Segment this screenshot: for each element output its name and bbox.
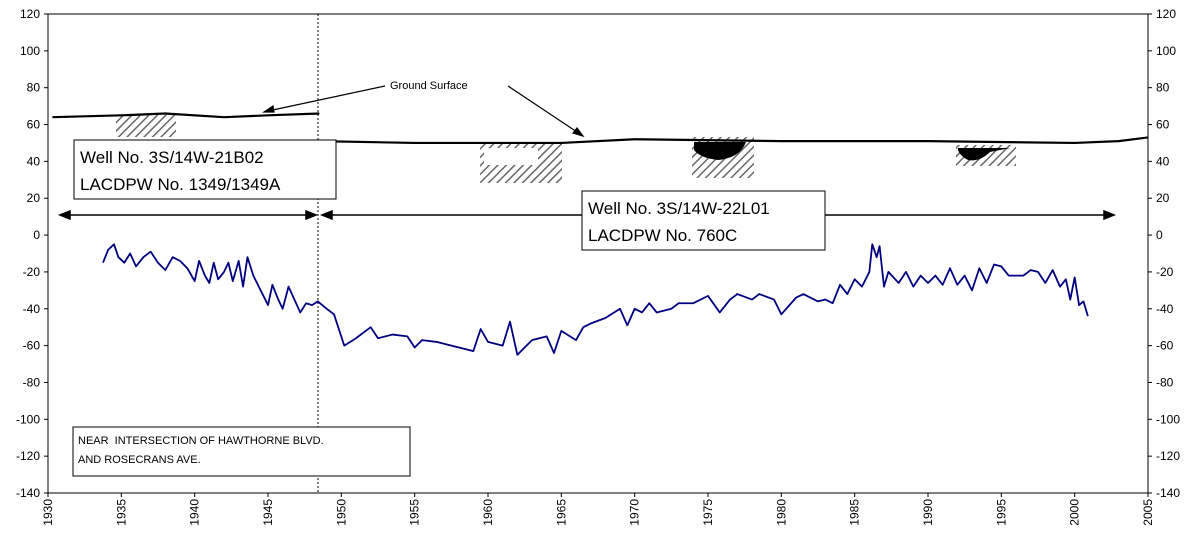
series-line [319, 136, 1149, 145]
annotation: Well No. 3S/14W-21B02 [80, 148, 264, 167]
y2-tick-label: -100 [1156, 412, 1180, 426]
x-tick-label: 1965 [554, 499, 568, 526]
y2-tick-label: 60 [1156, 118, 1170, 132]
y2-tick-label: -140 [1156, 486, 1180, 500]
x-tick-label: 1940 [188, 499, 202, 526]
y2-tick-label: 0 [1156, 228, 1163, 242]
note-box [72, 426, 411, 477]
x-tick-label: 1930 [41, 499, 55, 526]
y-tick-label: 120 [20, 7, 40, 21]
hatched-interval [116, 115, 176, 137]
y-tick-label: -20 [23, 265, 41, 279]
x-tick-label: 1995 [994, 499, 1008, 526]
y2-tick-label: -60 [1156, 339, 1174, 353]
y-tick-label: 60 [27, 118, 41, 132]
y-tick-label: -60 [23, 339, 41, 353]
filled-interval [958, 148, 1010, 161]
annotation: Well No. 3S/14W-22L01 [588, 199, 770, 218]
y2-tick-label: -40 [1156, 302, 1174, 316]
note: AND ROSECRANS AVE. [78, 454, 201, 466]
x-tick-label: 1960 [481, 499, 495, 526]
label-box [581, 190, 826, 251]
series-line [102, 243, 1089, 356]
y-tick-label: 0 [33, 228, 40, 242]
y-tick-label: 100 [20, 44, 40, 58]
hatched-gap [484, 148, 538, 165]
label-box [73, 139, 337, 200]
y2-tick-label: 120 [1156, 7, 1176, 21]
x-tick-label: 1980 [774, 499, 788, 526]
series-line [52, 112, 320, 119]
y-tick-label: -120 [16, 449, 40, 463]
ground-surface-pointer [262, 85, 585, 138]
x-tick-label: 1970 [628, 499, 642, 526]
x-tick-label: 1990 [921, 499, 935, 526]
annotation: LACDPW No. 1349/1349A [80, 175, 281, 194]
annotation: Ground Surface [390, 80, 468, 92]
y2-tick-label: -80 [1156, 375, 1174, 389]
y-tick-label: -140 [16, 486, 40, 500]
x-tick-label: 1950 [334, 499, 348, 526]
y-tick-label: 40 [27, 154, 41, 168]
note: NEAR INTERSECTION OF HAWTHORNE BLVD. [78, 435, 324, 447]
y2-tick-label: 20 [1156, 191, 1170, 205]
y-tick-label: -40 [23, 302, 41, 316]
plot-frame [47, 13, 1149, 494]
x-tick-label: 1975 [701, 499, 715, 526]
x-tick-label: 1955 [408, 499, 422, 526]
x-tick-label: 2000 [1068, 499, 1082, 526]
filled-interval [694, 142, 746, 160]
x-tick-label: 1985 [848, 499, 862, 526]
y2-tick-label: 40 [1156, 154, 1170, 168]
annotation: LACDPW No. 760C [588, 226, 737, 245]
y-tick-label: -80 [23, 375, 41, 389]
y2-tick-label: -120 [1156, 449, 1180, 463]
x-tick-label: 2005 [1141, 499, 1155, 526]
x-tick-label: 1945 [261, 499, 275, 526]
y2-tick-label: -20 [1156, 265, 1174, 279]
x-tick-label: 1935 [114, 499, 128, 526]
y2-tick-label: 80 [1156, 81, 1170, 95]
y-tick-label: 80 [27, 81, 41, 95]
y-tick-label: -100 [16, 412, 40, 426]
y-tick-label: 20 [27, 191, 41, 205]
y2-tick-label: 100 [1156, 44, 1176, 58]
